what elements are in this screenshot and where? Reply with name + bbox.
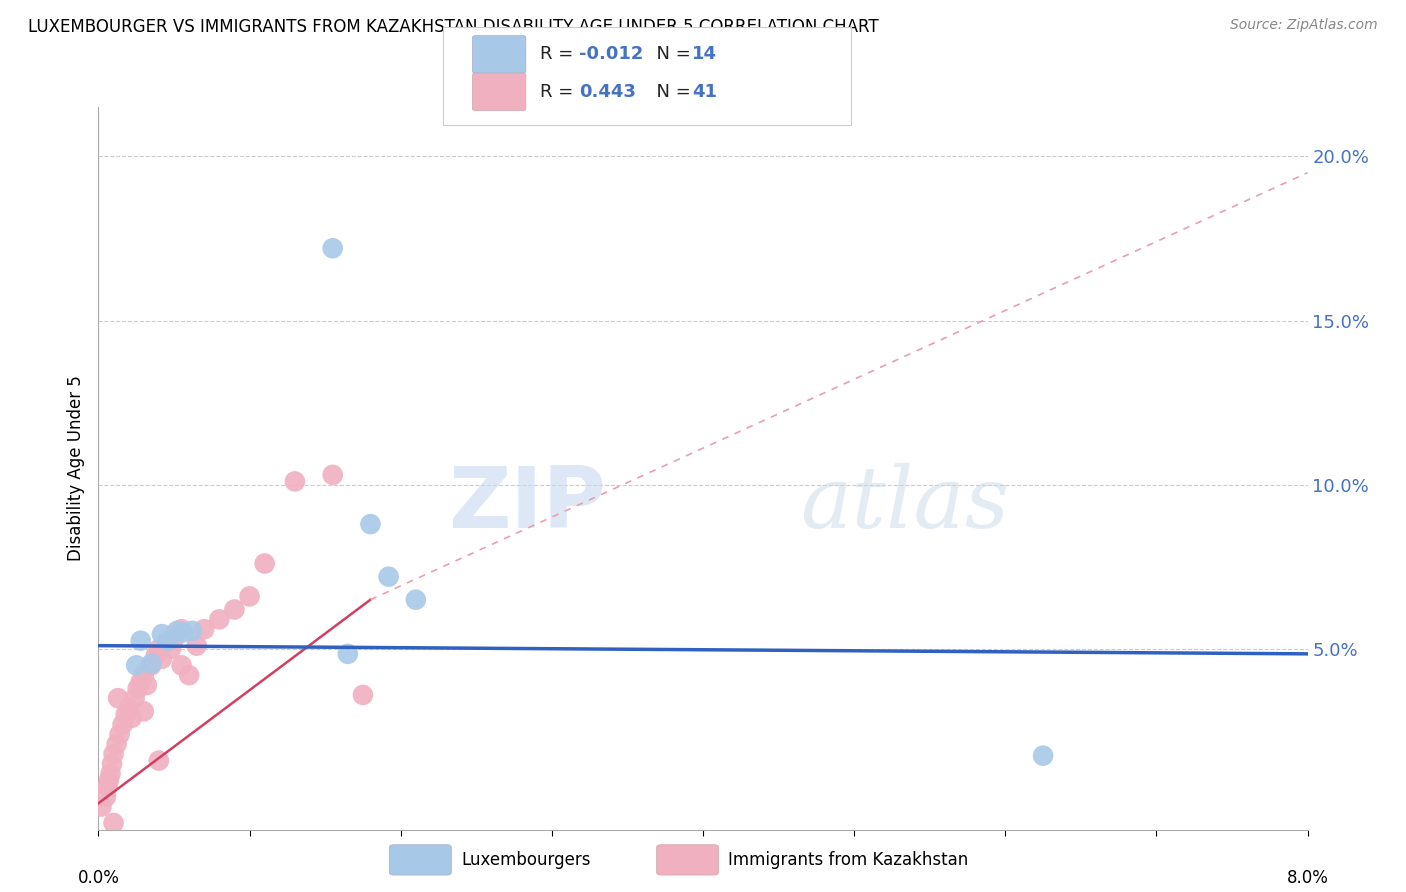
Point xyxy=(105,737,128,751)
Point xyxy=(125,658,148,673)
Text: Immigrants from Kazakhstan: Immigrants from Kazakhstan xyxy=(728,851,969,869)
Point xyxy=(253,557,276,571)
Point xyxy=(94,789,117,804)
Point xyxy=(160,642,183,657)
Point xyxy=(103,747,125,761)
Text: N =: N = xyxy=(645,45,697,63)
Point xyxy=(107,691,129,706)
Point xyxy=(239,590,262,604)
Text: -0.012: -0.012 xyxy=(579,45,644,63)
Point xyxy=(118,701,141,715)
Text: ZIP: ZIP xyxy=(449,463,606,546)
Point xyxy=(1032,748,1054,763)
Point xyxy=(127,681,149,696)
Point xyxy=(186,639,208,653)
Point xyxy=(193,622,215,636)
Point xyxy=(224,602,246,616)
Text: atlas: atlas xyxy=(800,463,1010,546)
Y-axis label: Disability Age Under 5: Disability Age Under 5 xyxy=(66,376,84,561)
Point xyxy=(172,625,194,640)
Point xyxy=(121,711,143,725)
Point xyxy=(166,624,188,638)
Point xyxy=(132,668,155,682)
Point xyxy=(111,717,134,731)
Point xyxy=(155,635,177,649)
Point xyxy=(114,707,136,722)
Text: R =: R = xyxy=(540,83,585,101)
Point xyxy=(98,773,121,788)
Point xyxy=(170,622,193,636)
Point xyxy=(108,727,131,741)
Point xyxy=(135,678,157,692)
Point xyxy=(124,691,146,706)
Point xyxy=(208,612,231,626)
Text: 8.0%: 8.0% xyxy=(1286,869,1329,887)
Point xyxy=(377,570,399,584)
Point xyxy=(129,633,152,648)
Point xyxy=(352,688,374,702)
Point xyxy=(336,647,359,661)
Point xyxy=(148,754,170,768)
Text: N =: N = xyxy=(645,83,697,101)
Text: 41: 41 xyxy=(692,83,717,101)
Point xyxy=(100,766,122,780)
Text: R =: R = xyxy=(540,45,579,63)
Point xyxy=(145,648,167,663)
Point xyxy=(284,475,307,489)
Point xyxy=(405,592,427,607)
Text: 0.443: 0.443 xyxy=(579,83,636,101)
Text: LUXEMBOURGER VS IMMIGRANTS FROM KAZAKHSTAN DISABILITY AGE UNDER 5 CORRELATION CH: LUXEMBOURGER VS IMMIGRANTS FROM KAZAKHST… xyxy=(28,18,879,36)
Point xyxy=(141,657,163,671)
Point xyxy=(360,517,382,532)
Point xyxy=(141,658,163,673)
Point xyxy=(132,704,155,718)
Point xyxy=(322,467,344,482)
Text: 0.0%: 0.0% xyxy=(77,869,120,887)
Point xyxy=(150,627,173,641)
Text: 14: 14 xyxy=(692,45,717,63)
Point xyxy=(150,652,173,666)
Point xyxy=(181,624,204,638)
Text: Source: ZipAtlas.com: Source: ZipAtlas.com xyxy=(1230,18,1378,32)
Point xyxy=(129,674,152,689)
Point xyxy=(170,658,193,673)
Point xyxy=(156,633,179,648)
Point xyxy=(163,632,186,646)
Point xyxy=(101,756,124,771)
Point xyxy=(179,668,201,682)
Point xyxy=(148,642,170,657)
Point xyxy=(90,799,112,814)
Point xyxy=(322,241,344,255)
Point xyxy=(103,816,125,830)
Text: Luxembourgers: Luxembourgers xyxy=(461,851,591,869)
Point xyxy=(96,780,118,794)
